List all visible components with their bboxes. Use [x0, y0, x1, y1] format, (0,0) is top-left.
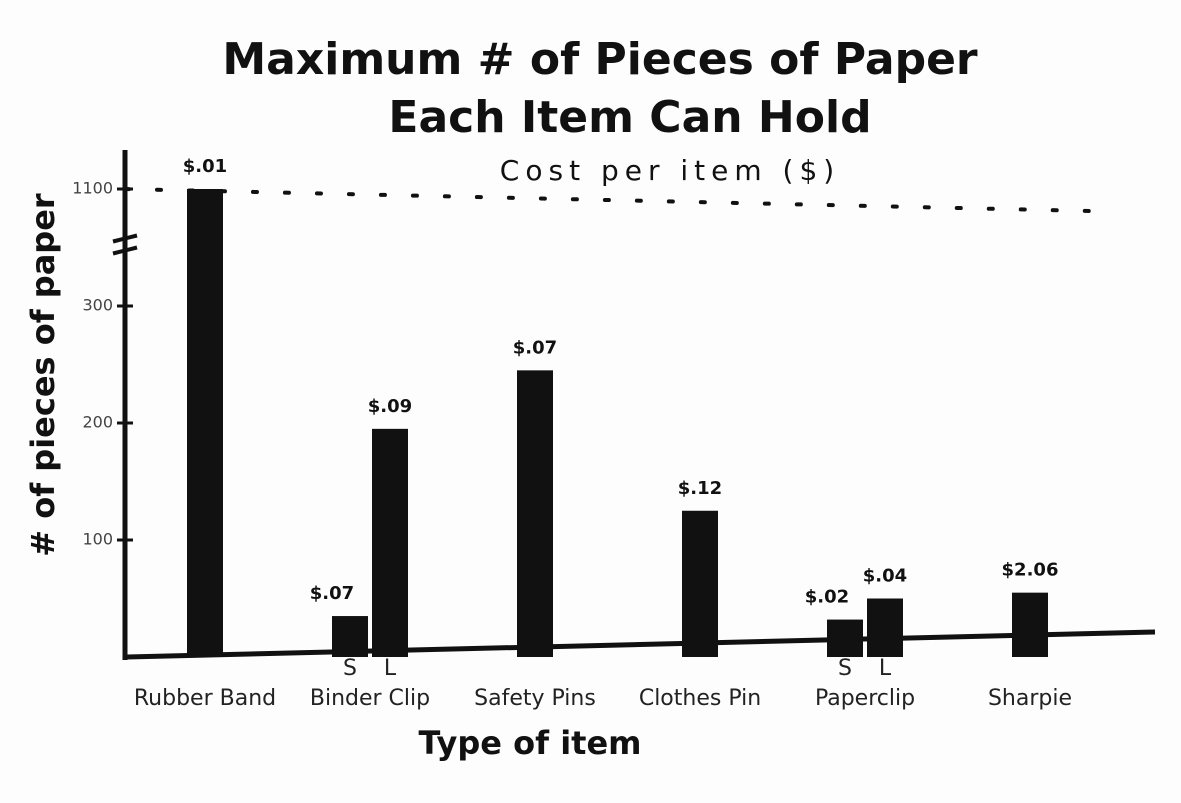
- reference-line: [123, 187, 1092, 213]
- chart-title: Maximum # of Pieces of Paper: [222, 34, 978, 85]
- x-tick-label: Safety Pins: [474, 686, 596, 711]
- cost-label: $.09: [368, 396, 412, 417]
- y-tick-label: 200: [82, 413, 113, 432]
- cost-label: $.02: [805, 587, 849, 608]
- cost-label: $.07: [513, 337, 557, 358]
- bar: [1012, 592, 1048, 657]
- y-tick-label: 300: [82, 296, 113, 315]
- x-tick-label: Rubber Band: [134, 686, 276, 711]
- cost-label: $2.06: [1002, 560, 1059, 581]
- y-tick-label: 1100: [72, 179, 113, 198]
- sub-label: L: [384, 656, 397, 681]
- axis-break: [112, 233, 138, 256]
- bar: [682, 510, 718, 657]
- x-tick-label: Clothes Pin: [639, 686, 761, 711]
- chart-subtitle: Cost per item ($): [500, 154, 840, 187]
- bar: [372, 428, 408, 657]
- bar: [517, 370, 553, 657]
- bar: [332, 616, 368, 657]
- x-tick-label: Binder Clip: [310, 686, 430, 711]
- x-tick-label: Sharpie: [988, 686, 1072, 711]
- sub-label: S: [838, 656, 852, 681]
- sub-label: L: [879, 656, 892, 681]
- bar: [187, 189, 223, 657]
- x-axis: [124, 629, 1156, 660]
- cost-label: $.04: [863, 566, 907, 587]
- chart-title: Each Item Can Hold: [388, 92, 871, 143]
- cost-label: $.07: [310, 583, 354, 604]
- x-tick-label: Paperclip: [815, 686, 915, 711]
- y-axis-label: # of pieces of paper: [24, 193, 62, 557]
- bar: [827, 619, 863, 657]
- x-axis-label: Type of item: [419, 724, 642, 762]
- cost-label: $.01: [183, 156, 227, 177]
- cost-label: $.12: [678, 478, 722, 499]
- y-tick-label: 100: [82, 530, 113, 549]
- bar: [867, 598, 903, 657]
- sub-label: S: [343, 656, 357, 681]
